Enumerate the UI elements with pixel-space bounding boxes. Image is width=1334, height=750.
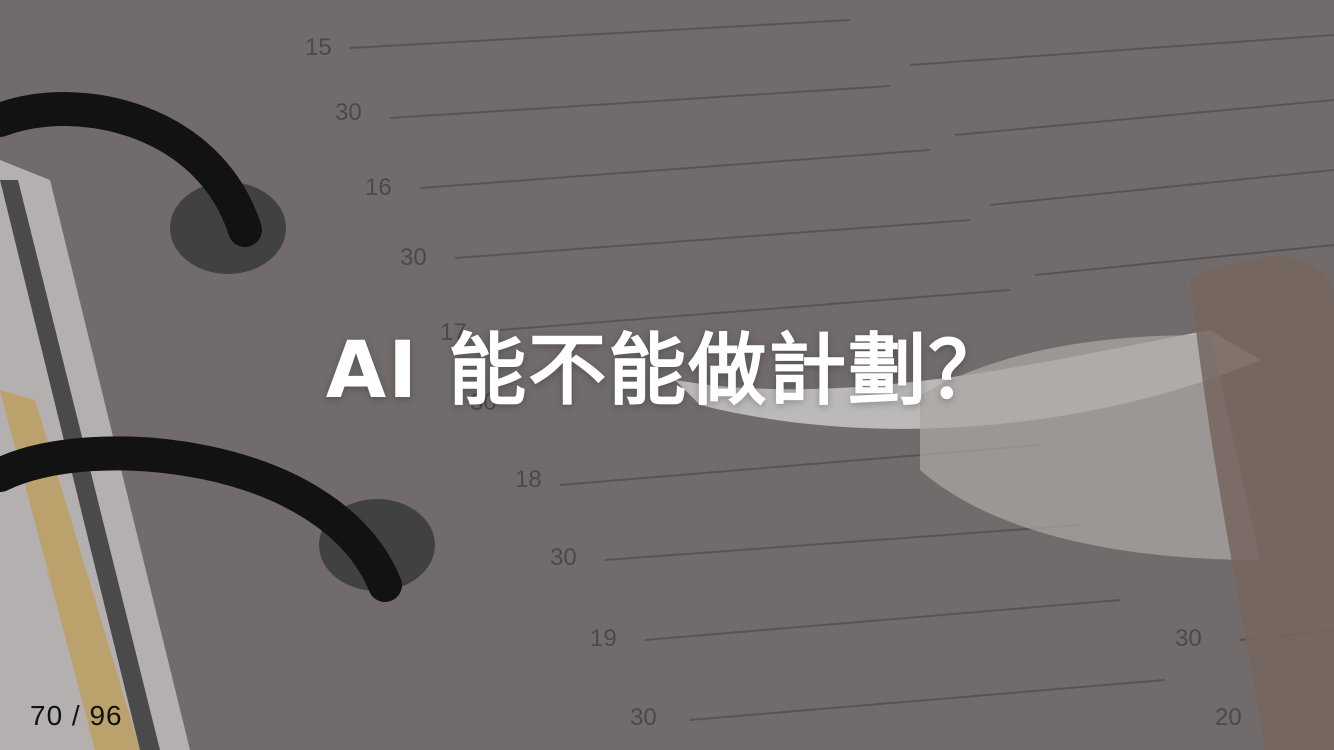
binder-ring-top [0, 92, 262, 247]
pen-grip [920, 335, 1260, 560]
planner-number-17: 17 [440, 319, 467, 346]
planner-number-30-b: 30 [400, 244, 427, 271]
binder-ring-bottom [0, 436, 402, 602]
planner-number-16: 16 [365, 174, 392, 201]
planner-ruled-lines [349, 19, 1334, 721]
planner-numbers: 15 30 16 30 17 30 18 30 19 30 30 20 [305, 34, 1242, 731]
slide-title: AI 能不能做計劃？ [325, 326, 1009, 416]
planner-number-30-d: 30 [550, 544, 577, 571]
planner-number-15: 15 [305, 34, 332, 61]
planner-number-18: 18 [515, 466, 542, 493]
planner-number-30-e: 30 [630, 704, 657, 731]
planner-number-30-c: 30 [470, 389, 497, 416]
planner-number-19: 19 [590, 625, 617, 652]
page-counter: 70 / 96 [30, 700, 123, 731]
planner-number-20: 20 [1215, 704, 1242, 731]
planner-number-30-f: 30 [1175, 625, 1202, 652]
planner-number-30-a: 30 [335, 99, 362, 126]
yellow-page-edge [0, 390, 140, 750]
hand-shadow [1190, 256, 1334, 750]
